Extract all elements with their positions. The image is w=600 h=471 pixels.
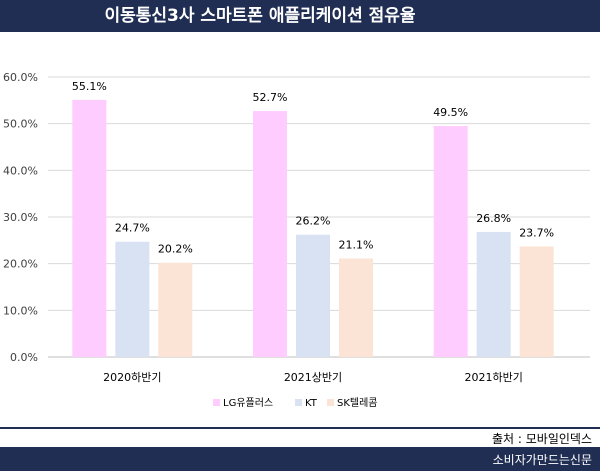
data-label: 20.2% [158, 243, 193, 256]
bar [433, 126, 468, 357]
x-tick-label: 2021하반기 [464, 370, 522, 384]
legend-swatch [213, 399, 220, 406]
chart-title-bar: 이동통신3사 스마트폰 애플리케이션 점유율 [0, 0, 600, 32]
footer-text: 소비자가만드는신문 [492, 453, 592, 467]
y-tick-label: 50.0% [3, 118, 38, 131]
legend-swatch [327, 399, 334, 406]
legend-label: LG유플러스 [223, 397, 273, 409]
bar [476, 231, 511, 357]
bar-chart: 0.0% 10.0% 20.0% 30.0% 40.0% 50.0% 60.0% 55.1% 2… [3, 71, 590, 409]
data-label: 49.5% [433, 106, 468, 119]
legend-label: SK텔레콤 [337, 397, 378, 409]
y-tick-label: 30.0% [3, 211, 38, 224]
chart-area: 0.0% 10.0% 20.0% 30.0% 40.0% 50.0% 60.0% 55.1% 2… [0, 32, 600, 427]
y-tick-label: 0.0% [10, 351, 38, 364]
y-tick-label: 20.0% [3, 258, 38, 271]
divider [0, 427, 600, 429]
data-label: 24.7% [115, 222, 150, 235]
bar [339, 258, 373, 357]
x-tick-label: 2021상반기 [284, 371, 342, 384]
data-label: 26.8% [476, 212, 511, 225]
data-label: 52.7% [253, 91, 288, 104]
data-label: 26.2% [296, 215, 331, 228]
data-label: 21.1% [339, 239, 374, 252]
data-label: 23.7% [519, 226, 554, 239]
bar [253, 111, 287, 357]
y-tick-label: 40.0% [3, 164, 38, 177]
bar [72, 99, 107, 357]
y-tick-label: 10.0% [3, 304, 38, 317]
bar [519, 246, 554, 357]
chart-title: 이동통신3사 스마트폰 애플리케이션 점유율 [104, 6, 416, 26]
x-tick-label: 2020하반기 [103, 370, 161, 384]
bar [115, 241, 150, 357]
legend-swatch [295, 399, 302, 406]
footer-bar: 소비자가만드는신문 [0, 447, 600, 471]
legend-label: KT [305, 398, 318, 409]
bar [158, 262, 193, 357]
data-label: 55.1% [72, 80, 107, 93]
y-tick-label: 60.0% [3, 71, 38, 84]
bar [296, 234, 330, 357]
source-text: 출처 : 모바일인덱스 [492, 432, 592, 446]
